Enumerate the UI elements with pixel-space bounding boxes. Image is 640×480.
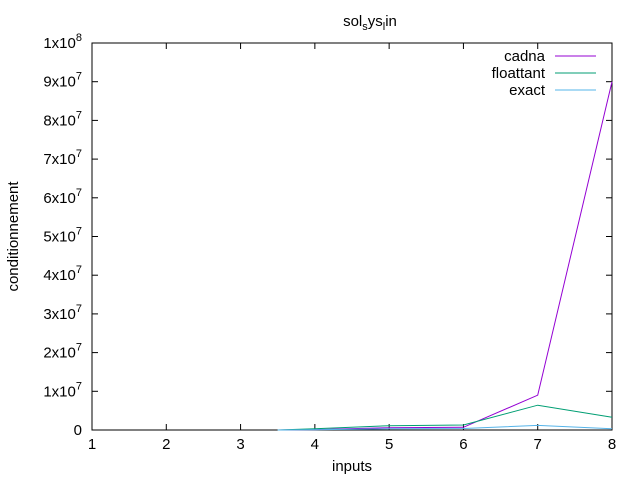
plot-border — [91, 42, 613, 431]
ticks-layer: 1 2 3 4 5 6 7 801x1072x1073x1074x1075x1076x1077… — [43, 32, 616, 453]
chart-title-subscript: s — [362, 21, 368, 33]
y-tick-base: 7x10 — [43, 151, 76, 168]
y-tick-label: 4x107 — [43, 264, 82, 284]
y-tick-label: 1x108 — [43, 32, 82, 52]
chart-title-segment: ys — [368, 13, 383, 30]
y-tick-base: 0 — [74, 422, 82, 439]
y-tick-label: 1x107 — [43, 380, 82, 400]
legend-label-exact: exact — [509, 82, 546, 99]
y-tick-base: 6x10 — [43, 190, 76, 207]
y-tick-label: 7x107 — [43, 148, 82, 168]
y-tick-base: 3x10 — [43, 306, 76, 323]
y-tick-exponent: 7 — [76, 71, 82, 83]
axes-layer — [91, 42, 613, 431]
y-tick-exponent: 7 — [76, 187, 82, 199]
y-tick-exponent: 7 — [76, 380, 82, 392]
x-tick-label: 3 — [236, 436, 244, 453]
y-tick-exponent: 7 — [76, 109, 82, 121]
series-line-cadna — [277, 81, 613, 431]
chart-title-segment: sol — [343, 13, 362, 30]
chart-title-segment: in — [385, 13, 397, 30]
x-tick-label: 5 — [385, 436, 393, 453]
y-tick-base: 2x10 — [43, 345, 76, 362]
y-tick-base: 4x10 — [43, 267, 76, 284]
x-tick-label: 2 — [162, 436, 170, 453]
x-tick-label: 8 — [608, 436, 616, 453]
y-tick-exponent: 8 — [76, 32, 82, 44]
chart-title-layer: solsyslin — [343, 13, 397, 33]
chart-title-subscript: l — [383, 21, 385, 33]
x-tick-label: 1 — [88, 436, 96, 453]
y-tick-base: 8x10 — [43, 112, 76, 129]
series-line-floattant — [277, 404, 613, 431]
y-tick-label: 2x107 — [43, 342, 82, 362]
y-tick-base: 5x10 — [43, 229, 76, 246]
y-tick-exponent: 7 — [76, 226, 82, 238]
y-tick-label: 6x107 — [43, 187, 82, 207]
y-tick-label: 9x107 — [43, 71, 82, 91]
x-tick-label: 6 — [459, 436, 467, 453]
y-tick-label: 5x107 — [43, 226, 82, 246]
x-tick-label: 7 — [534, 436, 542, 453]
y-tick-label: 8x107 — [43, 109, 82, 129]
legend-label-cadna: cadna — [504, 48, 546, 65]
y-tick-exponent: 7 — [76, 303, 82, 315]
legend-label-floattant: floattant — [492, 65, 546, 82]
x-tick-label: 4 — [311, 436, 319, 453]
y-tick-exponent: 7 — [76, 148, 82, 160]
x-axis-label: inputs — [332, 458, 372, 475]
chart-title: solsyslin — [343, 13, 397, 33]
y-tick-label: 0 — [74, 422, 82, 439]
y-tick-base: 1x10 — [43, 35, 76, 52]
y-tick-exponent: 7 — [76, 342, 82, 354]
y-tick-base: 1x10 — [43, 383, 76, 400]
axis-labels-layer: inputs conditionnement — [5, 181, 372, 475]
y-axis-label: conditionnement — [5, 181, 22, 292]
y-tick-base: 9x10 — [43, 74, 76, 91]
series-line-exact — [277, 424, 613, 431]
y-tick-exponent: 7 — [76, 264, 82, 276]
series-layer — [277, 81, 613, 431]
y-tick-label: 3x107 — [43, 303, 82, 323]
